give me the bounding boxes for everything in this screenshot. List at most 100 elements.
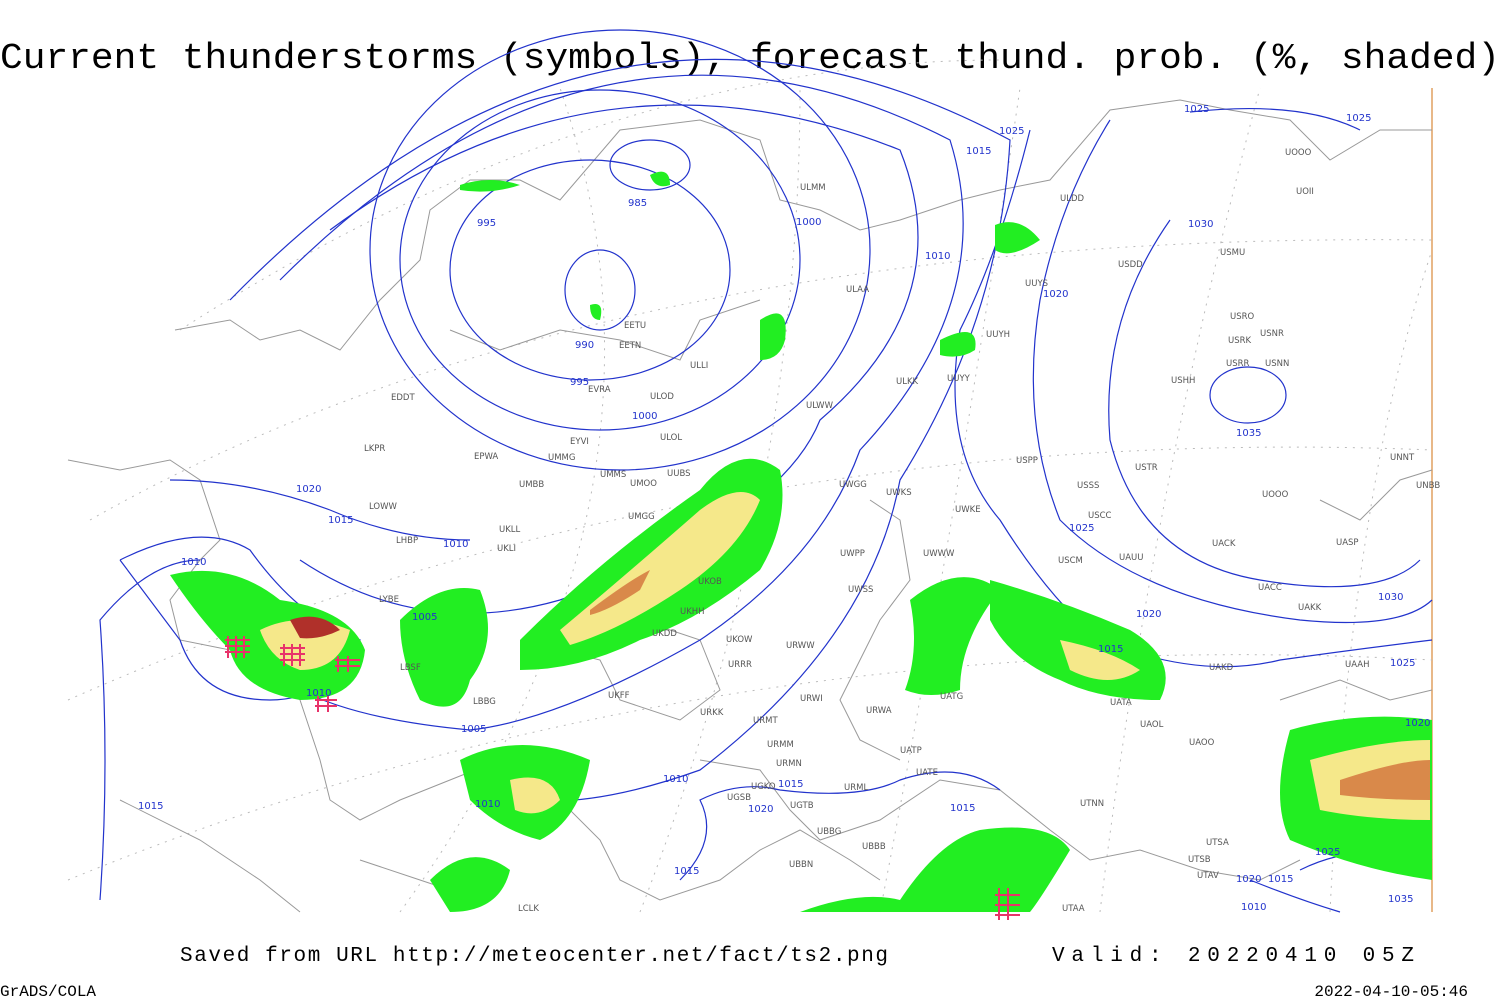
- isobar-label: 1025: [999, 126, 1024, 137]
- isobar-label: 1035: [1388, 894, 1413, 905]
- station-label: UBBG: [817, 827, 841, 837]
- station-label: LKPR: [364, 444, 385, 454]
- isobar-label: 1025: [1315, 847, 1340, 858]
- station-label: UGTB: [790, 801, 814, 811]
- station-label: UATG: [940, 692, 963, 702]
- station-label: UGSB: [727, 793, 751, 803]
- isobar-label: 1020: [1405, 718, 1430, 729]
- station-label: UNBB: [1416, 481, 1440, 491]
- isobar-label: 1010: [306, 688, 331, 699]
- station-label: UWPP: [840, 549, 865, 559]
- station-label: URML: [844, 783, 868, 793]
- station-label: UTSA: [1206, 838, 1229, 848]
- isobar-label: 1015: [1098, 644, 1123, 655]
- station-label: USNR: [1260, 329, 1284, 339]
- station-label: LBSF: [400, 663, 421, 673]
- isobar-label: 995: [477, 218, 496, 229]
- station-label: UKLI: [497, 544, 516, 554]
- station-label: UWWW: [923, 549, 955, 559]
- station-label: UWGG: [839, 480, 867, 490]
- station-label: UAKD: [1209, 663, 1234, 673]
- isobar-label: 1015: [966, 146, 991, 157]
- station-label: ULOL: [660, 433, 682, 443]
- isobar-label: 1035: [1236, 428, 1261, 439]
- valid-time: Valid: 20220410 05Z: [1052, 945, 1414, 968]
- station-label: USCC: [1088, 511, 1112, 521]
- station-label: USHH: [1171, 376, 1195, 386]
- station-label: UKDD: [652, 629, 677, 639]
- isobar-label: 1025: [1184, 104, 1209, 115]
- station-label: USRO: [1230, 312, 1255, 322]
- station-label: URMT: [753, 716, 778, 726]
- station-label: ULDD: [1060, 194, 1085, 204]
- station-label: USRR: [1226, 359, 1250, 369]
- isobar-label: 1015: [674, 866, 699, 877]
- station-label: UUYS: [1025, 279, 1048, 289]
- station-label: USDD: [1118, 260, 1143, 270]
- station-label: ULWW: [806, 401, 834, 411]
- station-label: URMM: [767, 740, 794, 750]
- isobar-label: 1015: [328, 515, 353, 526]
- station-label: LYBE: [379, 595, 399, 605]
- station-label: UACK: [1212, 539, 1236, 549]
- station-label: UOOO: [1262, 490, 1289, 500]
- station-label: UAOL: [1140, 720, 1164, 730]
- isobar-label: 1015: [778, 779, 803, 790]
- isobar-label: 1020: [1136, 609, 1161, 620]
- isobar-label: 1015: [950, 803, 975, 814]
- isobar-label: 1020: [1236, 874, 1261, 885]
- station-label: LHBP: [396, 536, 418, 546]
- station-label: URKK: [700, 708, 724, 718]
- station-label: EVRA: [588, 385, 611, 395]
- station-label: UUYY: [947, 374, 971, 384]
- station-label: UAKK: [1298, 603, 1322, 613]
- isobar-label: 1005: [461, 724, 486, 735]
- isobar-label: 1015: [138, 801, 163, 812]
- station-label: LCLK: [518, 904, 539, 914]
- station-label: LOWW: [369, 502, 398, 512]
- station-label: URWW: [786, 641, 815, 651]
- station-label: UMBB: [519, 480, 544, 490]
- isobar-label: 995: [570, 377, 589, 388]
- station-label: UKOB: [698, 577, 722, 587]
- isobar-label: 1025: [1069, 523, 1094, 534]
- station-label: UTAV: [1197, 871, 1219, 881]
- isobar-label: 1000: [632, 411, 657, 422]
- station-label: UGKO: [751, 782, 776, 792]
- station-label: USPP: [1016, 456, 1038, 466]
- station-label: UWSS: [848, 585, 873, 595]
- isobar-label: 985: [628, 198, 647, 209]
- station-label: UKOW: [726, 635, 753, 645]
- station-label: UKFF: [608, 691, 630, 701]
- station-label: LBBG: [473, 697, 496, 707]
- isobar-label: 1030: [1378, 592, 1403, 603]
- station-label: UAUU: [1119, 553, 1143, 563]
- station-label: USTR: [1135, 463, 1158, 473]
- isobar-label: 1025: [1346, 113, 1371, 124]
- isobar-label: 1020: [1043, 289, 1068, 300]
- station-label: UUBS: [667, 469, 691, 479]
- isobar-label: 1010: [443, 539, 468, 550]
- station-label: ULKK: [896, 377, 919, 387]
- station-label: UBBB: [862, 842, 886, 852]
- station-label: UATA: [1110, 698, 1132, 708]
- station-label: UMMS: [600, 470, 626, 480]
- station-label: EYVI: [570, 437, 589, 447]
- station-label: UAOO: [1189, 738, 1215, 748]
- station-label: UOOO: [1285, 148, 1312, 158]
- station-label: EDDT: [391, 393, 415, 403]
- station-label: UMGG: [628, 512, 655, 522]
- isobar-label: 1015: [1268, 874, 1293, 885]
- station-label: ULMM: [800, 183, 826, 193]
- source-url: Saved from URL http://meteocenter.net/fa…: [180, 945, 888, 968]
- isobar-label: 1005: [412, 612, 437, 623]
- title: Current thunderstorms (symbols), forecas…: [0, 38, 1500, 79]
- station-label: USCM: [1058, 556, 1083, 566]
- station-label: EPWA: [474, 452, 498, 462]
- isobar-label: 1010: [181, 557, 206, 568]
- station-label: EETN: [619, 341, 641, 351]
- timestamp: 2022-04-10-05:46: [1314, 983, 1468, 1000]
- station-label: UWKE: [955, 505, 981, 515]
- station-label: USNN: [1265, 359, 1289, 369]
